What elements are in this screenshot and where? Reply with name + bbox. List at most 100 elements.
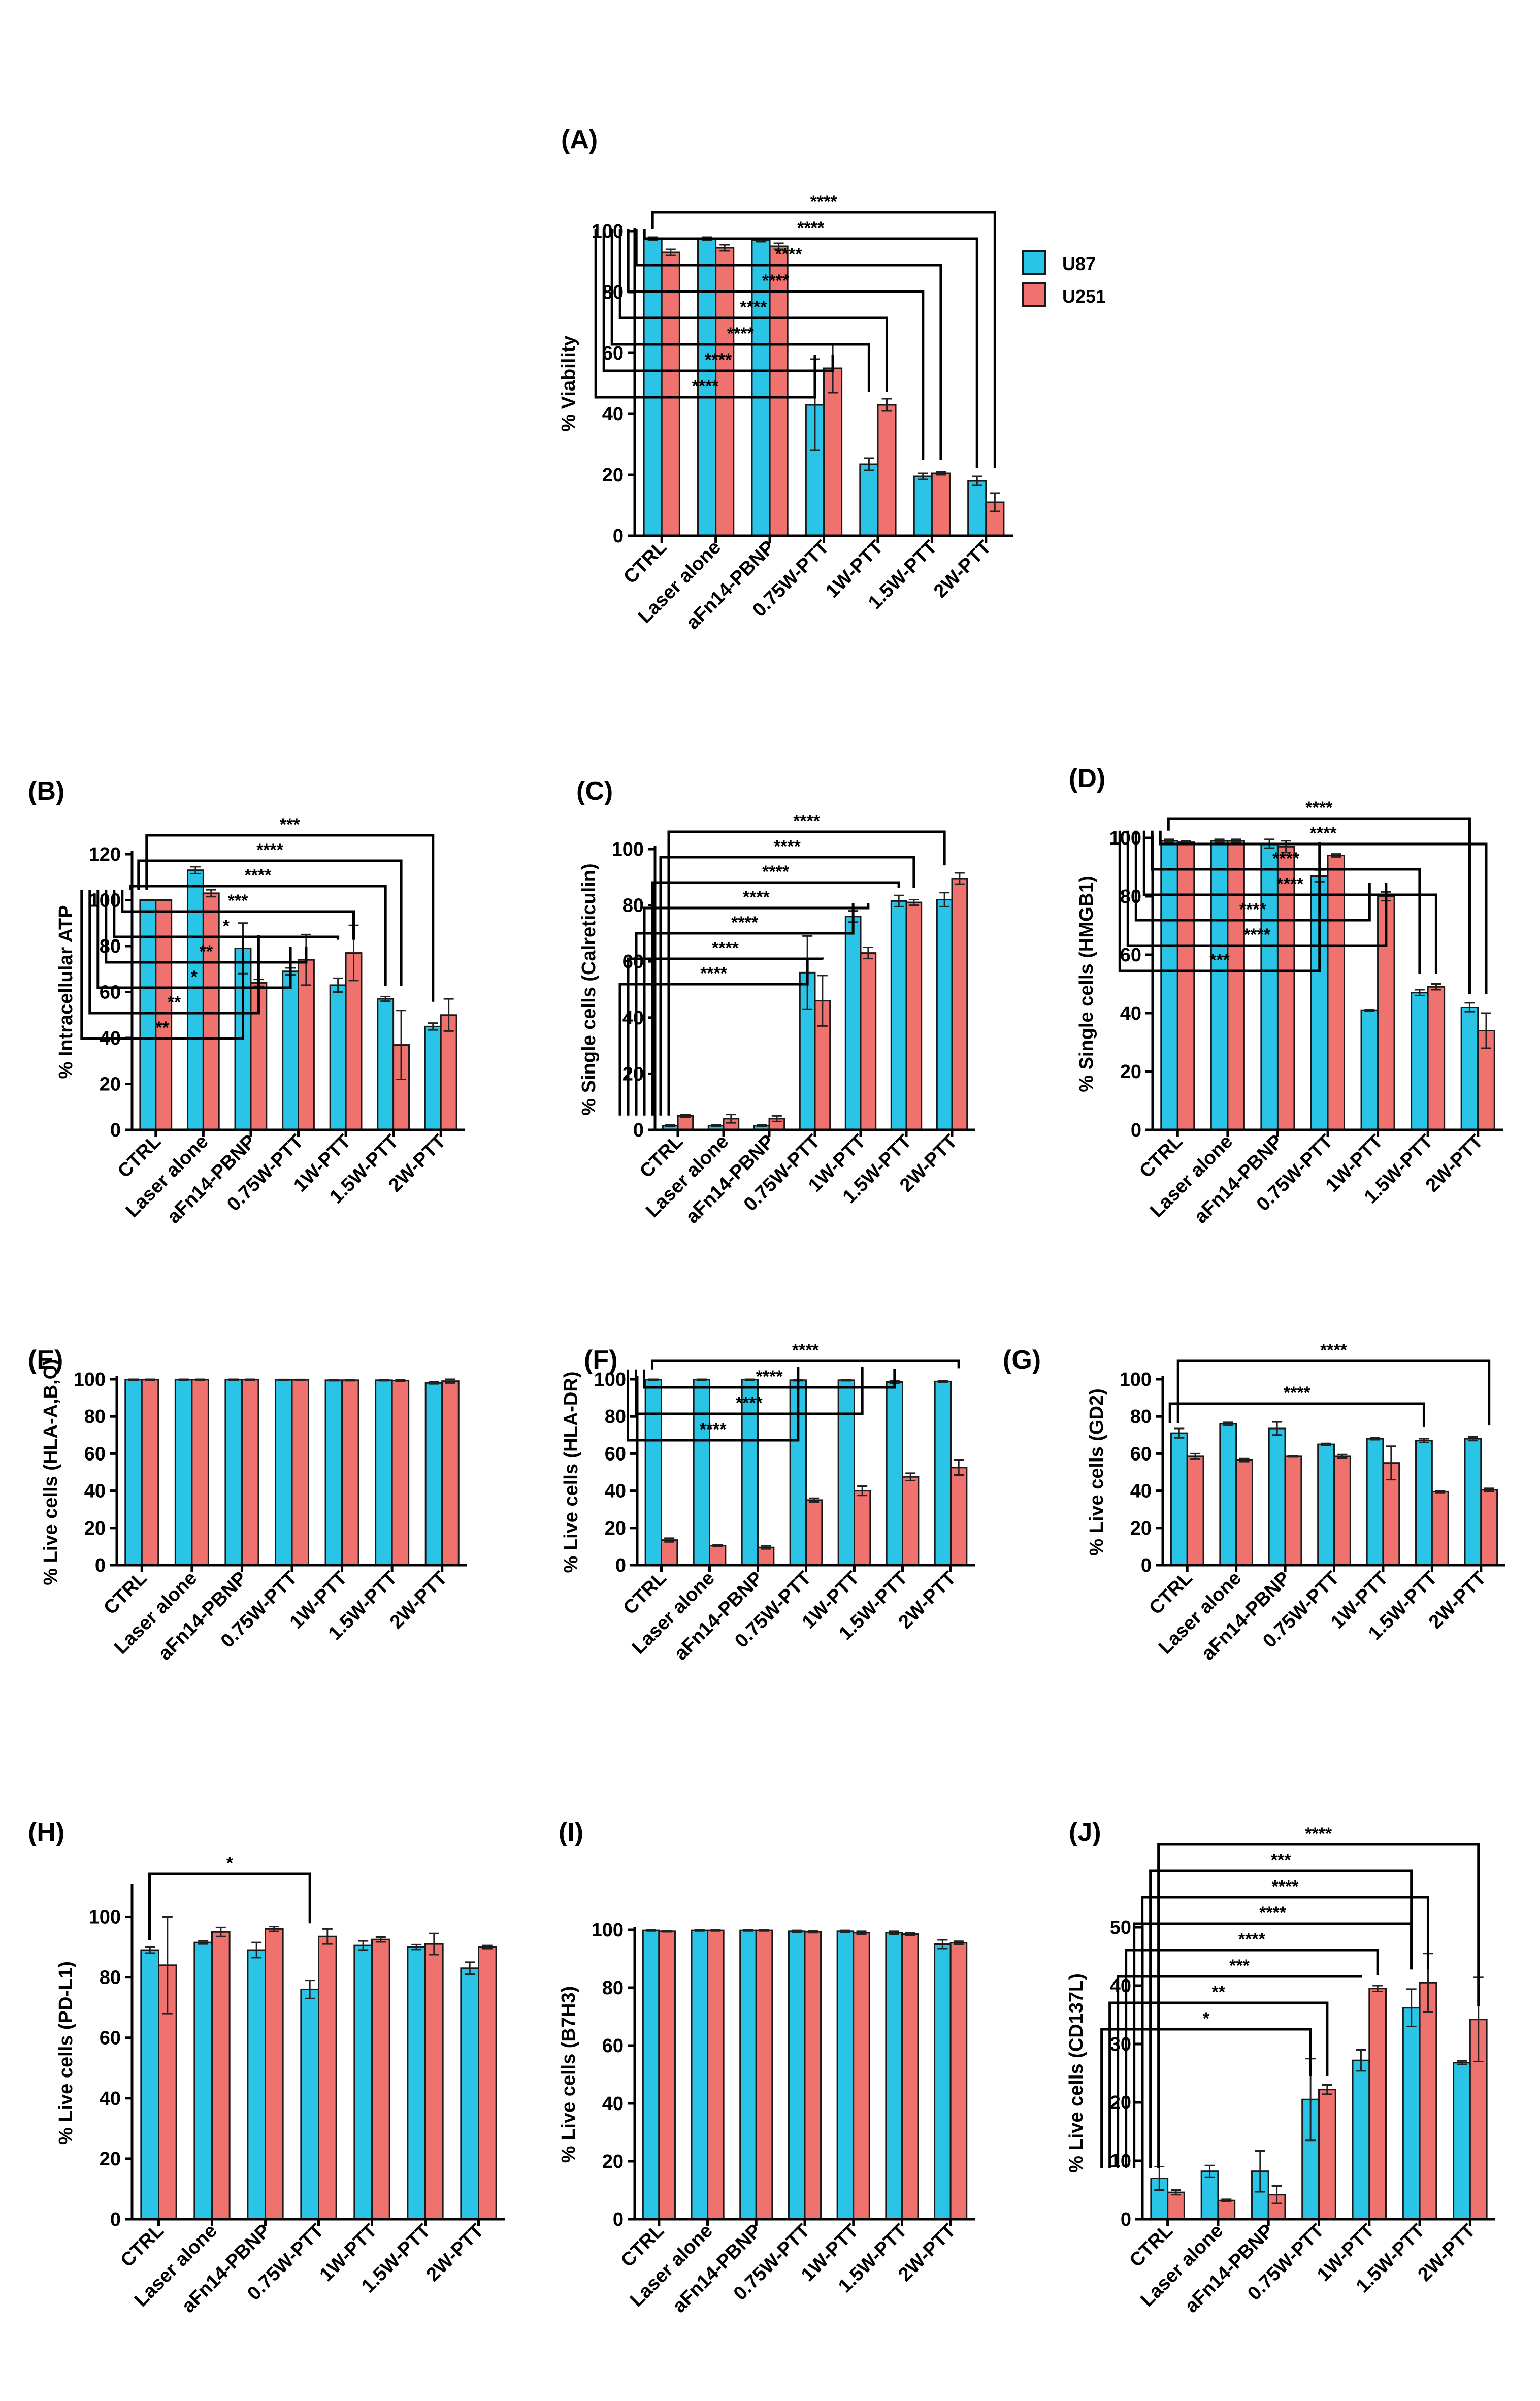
y-tick-label: 20 xyxy=(602,2151,624,2172)
significance-label: **** xyxy=(1320,1341,1348,1360)
legend-label-u251: U251 xyxy=(1062,286,1106,307)
significance-label: *** xyxy=(1209,951,1230,970)
significance-label: **** xyxy=(1305,798,1333,818)
bar-u87-5 xyxy=(407,1946,426,2220)
significance-bracket xyxy=(667,830,946,1116)
significance-bracket xyxy=(1151,830,1421,974)
bar-u251-3 xyxy=(1327,855,1346,1131)
bar-u251-3 xyxy=(291,1379,310,1566)
y-axis-title: % Viability xyxy=(558,335,579,431)
legend-swatch-u251 xyxy=(1022,282,1046,307)
bar-u87-4 xyxy=(329,984,347,1131)
y-axis-title: % Live cells (PD-L1) xyxy=(55,1961,77,2145)
bar-u87-6 xyxy=(1460,1007,1479,1131)
significance-bracket xyxy=(137,859,403,986)
significance-label: **** xyxy=(797,218,825,238)
bar-u251-6 xyxy=(1480,1489,1498,1566)
bar-u251-0 xyxy=(661,1539,678,1566)
y-tick-label: 60 xyxy=(100,982,121,1003)
bar-u87-2 xyxy=(247,1949,267,2220)
bar-u251-0 xyxy=(141,1379,159,1566)
bar-u251-1 xyxy=(202,892,220,1131)
bar-u87-5 xyxy=(913,475,933,537)
significance-bracket xyxy=(618,229,888,392)
y-axis-title: % Live cells (HLA-A,B,C) xyxy=(40,1359,61,1585)
significance-label: **** xyxy=(1272,1877,1299,1896)
bar-u87-6 xyxy=(1453,2062,1471,2220)
bar-u251-2 xyxy=(241,1379,259,1566)
significance-bracket xyxy=(1149,1869,1413,2168)
y-tick-label: 120 xyxy=(89,844,121,865)
y-tick-label: 20 xyxy=(605,1518,626,1539)
bar-u251-6 xyxy=(951,878,968,1131)
bar-u87-4 xyxy=(1360,1009,1379,1131)
y-tick-label: 60 xyxy=(602,343,624,364)
bar-u251-4 xyxy=(1368,1988,1387,2220)
significance-bracket xyxy=(635,903,855,1116)
y-tick-label: 30 xyxy=(1110,2034,1131,2055)
significance-bracket xyxy=(1159,830,1488,994)
bar-u87-2 xyxy=(224,1379,243,1566)
significance-bracket xyxy=(643,229,978,468)
bar-u251-3 xyxy=(1318,2089,1336,2220)
significance-label: ** xyxy=(155,1018,169,1037)
significance-bracket xyxy=(1134,830,1371,922)
bar-u251-5 xyxy=(902,1476,920,1566)
x-tick-label: aFn14-PBNP xyxy=(1181,2220,1278,2317)
significance-bracket xyxy=(1168,1402,1425,1427)
y-tick-label: 0 xyxy=(633,1120,644,1141)
bar-u251-1 xyxy=(709,1545,727,1566)
bar-u87-6 xyxy=(460,1967,479,2220)
significance-label: ** xyxy=(200,942,213,961)
significance-bracket xyxy=(1141,1896,1429,2168)
y-tick-label: 40 xyxy=(1110,1975,1131,1997)
significance-label: **** xyxy=(727,324,755,343)
bar-u87-1 xyxy=(1219,1423,1237,1566)
bar-u87-2 xyxy=(1268,1427,1286,1566)
bar-u251-2 xyxy=(755,1929,773,2220)
bar-u251-4 xyxy=(854,1490,871,1566)
panel-label: (G) xyxy=(1003,1345,1041,1375)
y-tick-label: 100 xyxy=(1120,1369,1152,1390)
bar-u87-6 xyxy=(936,899,953,1131)
significance-bracket xyxy=(113,890,340,940)
significance-label: **** xyxy=(1284,1383,1311,1403)
bar-u251-0 xyxy=(1186,1455,1204,1566)
significance-bracket xyxy=(129,885,387,986)
bar-u251-5 xyxy=(424,1943,444,2220)
significance-bracket xyxy=(121,890,355,940)
bar-u87-3 xyxy=(1317,1443,1335,1566)
y-tick-label: 80 xyxy=(605,1406,626,1427)
bar-u87-4 xyxy=(836,1930,855,2220)
bar-u87-3 xyxy=(274,1379,293,1566)
significance-bracket xyxy=(105,890,308,964)
significance-bracket xyxy=(627,1367,800,1442)
bar-u251-0 xyxy=(661,251,680,537)
bar-u251-2 xyxy=(757,1546,775,1566)
bar-u251-4 xyxy=(853,1932,870,2220)
x-tick-label: CTRL xyxy=(619,537,671,588)
significance-bracket xyxy=(145,834,435,1002)
bar-u87-1 xyxy=(193,1941,213,2220)
significance-label: **** xyxy=(1310,824,1337,843)
bar-u87-6 xyxy=(967,480,987,537)
legend-label-u87: U87 xyxy=(1062,253,1096,274)
significance-label: **** xyxy=(1238,1930,1266,1949)
y-tick-label: 40 xyxy=(602,404,624,425)
significance-label: **** xyxy=(762,862,790,882)
significance-label: **** xyxy=(775,245,803,264)
panel-label: (B) xyxy=(28,776,64,806)
bar-u251-5 xyxy=(1419,1982,1437,2220)
bar-u87-5 xyxy=(885,1932,903,2220)
significance-label: **** xyxy=(793,812,821,831)
panel-label: (E) xyxy=(28,1345,63,1375)
y-tick-label: 80 xyxy=(622,895,644,917)
y-axis-title: % Live cells (HLA-DR) xyxy=(561,1372,582,1573)
significance-bracket xyxy=(627,229,925,460)
y-axis-title: % Live cells (GD2) xyxy=(1086,1388,1107,1555)
significance-bracket xyxy=(643,1369,896,1389)
bar-u251-2 xyxy=(1284,1455,1302,1566)
bar-u87-6 xyxy=(424,1025,442,1131)
legend-swatch-u87 xyxy=(1022,250,1046,275)
